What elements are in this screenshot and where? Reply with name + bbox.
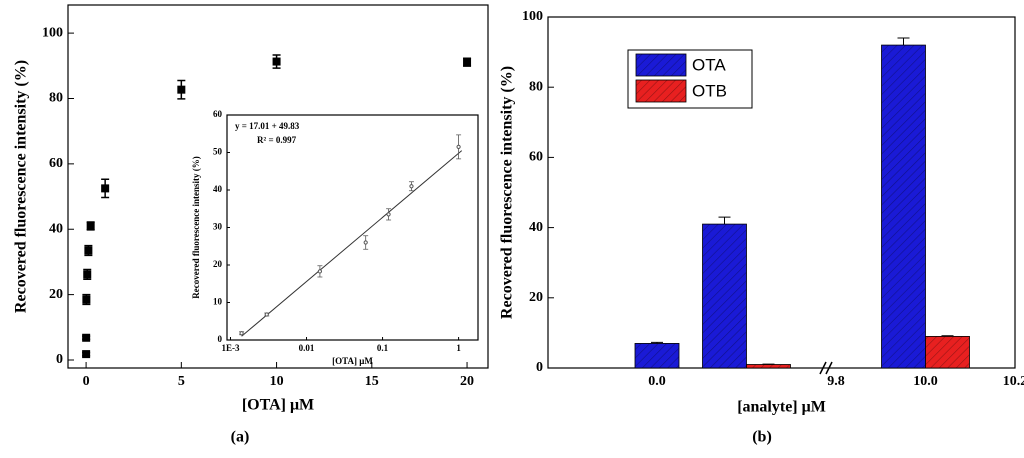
bar — [746, 364, 791, 369]
y-tick-label: 0 — [218, 334, 223, 344]
point — [272, 57, 281, 66]
bar — [881, 44, 926, 369]
x-tick-label: 10.0 — [913, 374, 938, 389]
error-bar — [651, 341, 663, 344]
point — [463, 58, 472, 67]
axis-break — [819, 361, 833, 375]
point — [86, 221, 95, 230]
y-tick-label: 100 — [522, 9, 543, 24]
y-axis-label: Recovered fluorescence intensity (%) — [13, 60, 30, 313]
bar — [702, 223, 747, 369]
caption: (b) — [752, 429, 772, 446]
x-axis-label: [OTA] μM — [242, 397, 314, 414]
legend-label: OTB — [692, 81, 727, 100]
legend-label: OTA — [692, 55, 726, 74]
y-tick-label: 40 — [213, 184, 223, 194]
point — [82, 333, 91, 342]
y-tick-label: 10 — [213, 297, 223, 307]
error-bar — [897, 37, 910, 46]
y-tick-label: 40 — [49, 221, 63, 236]
point — [82, 295, 91, 304]
x-tick-label: 0 — [83, 374, 90, 389]
plot-frame — [67, 4, 489, 369]
x-tick-label: 9.8 — [827, 374, 845, 389]
legend-swatch — [635, 53, 687, 77]
y-tick-label: 20 — [49, 287, 63, 302]
x-tick-label: 0.01 — [299, 343, 315, 353]
x-tick-label: 15 — [365, 374, 379, 389]
point — [101, 184, 110, 193]
y-axis-label: Recovered fluorescence intensity (%) — [499, 66, 516, 319]
point — [82, 350, 91, 359]
point — [363, 240, 368, 245]
y-tick-label: 0 — [56, 352, 63, 367]
y-tick-label: 80 — [49, 91, 63, 106]
plot-frame — [226, 114, 479, 341]
bar — [634, 343, 680, 369]
x-tick-label: 1 — [456, 343, 461, 353]
x-tick-label: 1E-3 — [221, 343, 240, 353]
point — [239, 331, 244, 336]
annotation: R² = 0.997 — [257, 135, 297, 145]
y-tick-label: 50 — [213, 147, 223, 157]
x-tick-label: 10.2 — [1003, 374, 1024, 389]
x-tick-label: 0.1 — [377, 343, 389, 353]
point — [84, 246, 93, 255]
y-tick-label: 20 — [213, 259, 223, 269]
bar — [925, 336, 970, 369]
plot-frame — [547, 16, 1016, 369]
point — [177, 85, 186, 94]
point — [264, 312, 269, 317]
point — [83, 270, 92, 279]
error-bar — [941, 335, 954, 337]
y-tick-label: 60 — [213, 109, 223, 119]
x-tick-label: 0.0 — [648, 374, 666, 389]
point — [409, 184, 414, 189]
x-tick-label: 5 — [178, 374, 185, 389]
x-axis-label: [analyte] μM — [737, 399, 826, 416]
error-bar — [718, 216, 731, 225]
legend-swatch — [635, 79, 687, 103]
point — [386, 212, 391, 217]
y-tick-label: 100 — [42, 25, 63, 40]
y-tick-label: 30 — [213, 222, 223, 232]
fit-line — [241, 150, 463, 337]
x-axis-label: [OTA] μM — [332, 356, 373, 366]
x-tick-label: 10 — [270, 374, 284, 389]
point — [317, 269, 323, 274]
y-tick-label: 80 — [529, 79, 543, 94]
annotation: y = 17.01 + 49.83 — [235, 121, 300, 131]
x-tick-label: 20 — [460, 374, 474, 389]
y-tick-label: 40 — [529, 220, 543, 235]
point — [456, 144, 461, 149]
y-tick-label: 0 — [536, 360, 543, 375]
y-tick-label: 60 — [49, 156, 63, 171]
y-axis-label: Recovered fluorescence intensity (%) — [191, 156, 201, 298]
y-tick-label: 60 — [529, 150, 543, 165]
caption: (a) — [231, 429, 250, 446]
y-tick-label: 20 — [529, 290, 543, 305]
